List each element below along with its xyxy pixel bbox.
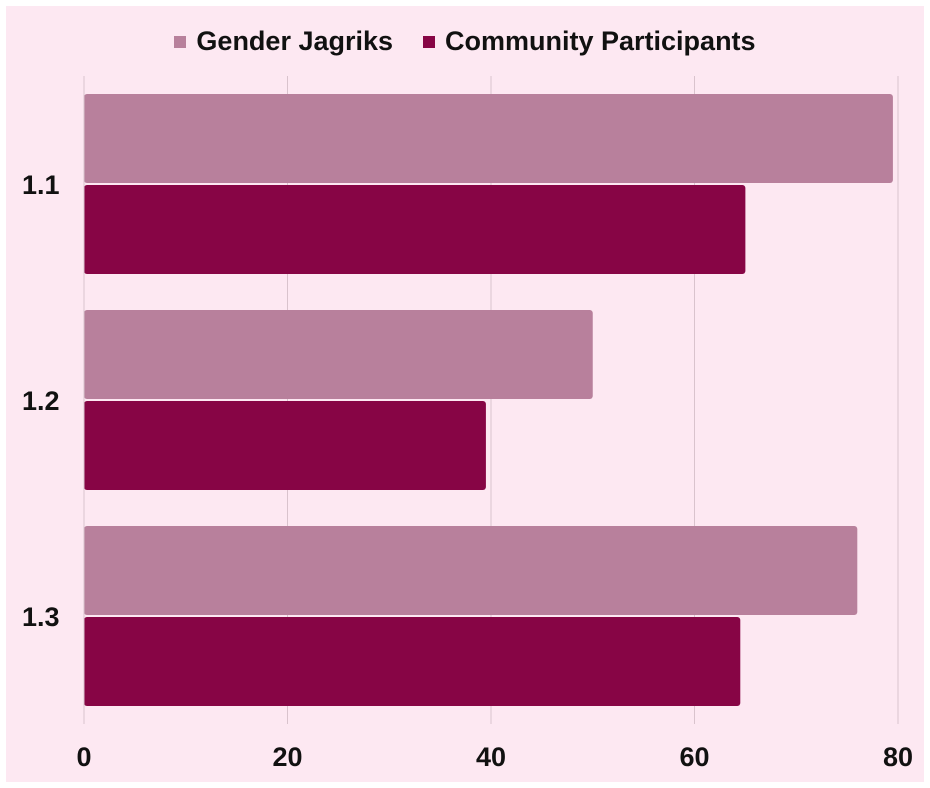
legend-swatch-gender-jagriks [174, 35, 187, 48]
legend-label-community-participants: Community Participants [445, 26, 756, 56]
x-tick-label-80: 80 [883, 742, 913, 772]
x-tick-label-60: 60 [679, 742, 709, 772]
bar-1.1-community-participants [84, 185, 746, 274]
x-tick-label-0: 0 [76, 742, 91, 772]
bar-1.3-gender-jagriks [84, 526, 858, 615]
y-tick-label-1.1: 1.1 [22, 170, 60, 200]
legend: Gender Jagriks Community Participants [0, 26, 930, 57]
legend-item-gender-jagriks: Gender Jagriks [174, 26, 393, 57]
legend-swatch-community-participants [423, 35, 436, 48]
y-tick-label-1.2: 1.2 [22, 386, 60, 416]
bar-1.2-community-participants [84, 401, 486, 490]
x-tick-label-20: 20 [272, 742, 302, 772]
bar-1.2-gender-jagriks [84, 310, 593, 399]
bar-1.1-gender-jagriks [84, 94, 893, 183]
bar-1.3-community-participants [84, 617, 741, 706]
legend-label-gender-jagriks: Gender Jagriks [196, 26, 394, 56]
legend-item-community-participants: Community Participants [423, 26, 756, 57]
y-tick-label-1.3: 1.3 [22, 602, 60, 632]
x-tick-label-40: 40 [476, 742, 506, 772]
